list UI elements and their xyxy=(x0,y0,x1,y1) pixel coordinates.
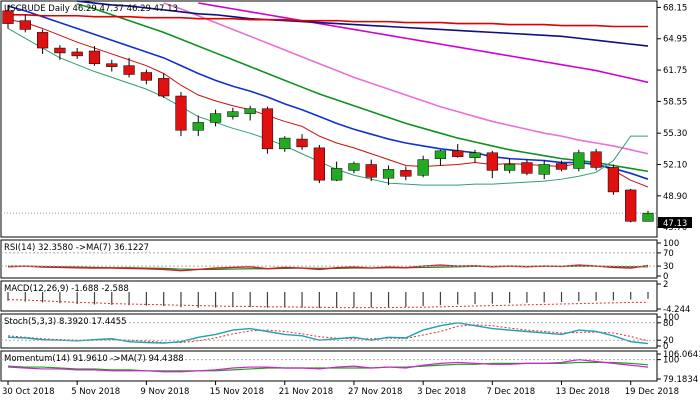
date-label: 30 Oct 2018 xyxy=(2,387,55,397)
rsi-axis-label: 100 xyxy=(663,239,679,249)
candle-bull xyxy=(209,113,222,123)
macd-signal-line xyxy=(7,299,649,309)
momentum-series xyxy=(1,359,657,373)
stoch-series xyxy=(1,322,657,345)
price-axis-label: 58.55 xyxy=(663,97,687,107)
price-axis-label: 48.90 xyxy=(663,192,687,202)
date-label: 15 Nov 2018 xyxy=(210,387,264,397)
candle-bear xyxy=(590,151,602,168)
stoch-k-line xyxy=(7,322,649,345)
candle-bull xyxy=(227,111,239,117)
price-axis-label: 52.10 xyxy=(663,161,687,171)
rsi-axis-label: 30 xyxy=(663,262,674,272)
stoch-axis-label: 80 xyxy=(663,319,674,329)
date-label: 13 Dec 2018 xyxy=(556,387,610,397)
rsi-axis-label: 0 xyxy=(663,272,668,282)
candle-bear xyxy=(313,147,325,181)
candle-bull xyxy=(331,168,343,181)
price-axis-label: 68.15 xyxy=(663,3,687,13)
date-label: 19 Dec 2018 xyxy=(625,387,679,397)
candle-bear xyxy=(123,65,135,75)
candle-bull xyxy=(434,150,447,159)
candle-bull xyxy=(538,164,550,175)
rsi-axis-label: 70 xyxy=(663,249,674,259)
main-series xyxy=(1,0,657,223)
candle-bear xyxy=(296,138,308,148)
stoch-axis-label: 100 xyxy=(663,313,679,323)
candle-bear xyxy=(365,164,377,178)
ma-line-ma_magenta xyxy=(198,2,649,84)
stoch-pane xyxy=(0,313,658,349)
momentum-axis-label: 79.1834 xyxy=(663,375,698,385)
macd-series xyxy=(7,292,649,309)
price-axis-label: 64.95 xyxy=(663,35,687,45)
rsi-header: RSI(14) 32.3580 ->MA(7) 36.1227 xyxy=(4,243,149,253)
ma-line-ma_red_long xyxy=(8,13,648,28)
candle-bull xyxy=(504,164,516,171)
stoch-axis-label: 0 xyxy=(663,342,668,352)
stoch-axis-label: 20 xyxy=(663,336,674,346)
candle-bull xyxy=(469,152,481,158)
candle-bear xyxy=(88,50,101,64)
momentum-pane xyxy=(0,350,658,382)
candle-bull xyxy=(279,137,291,150)
rsi-pane xyxy=(0,239,658,279)
candle-bull xyxy=(642,212,654,222)
date-label: 7 Dec 2018 xyxy=(486,387,535,397)
candle-bear xyxy=(36,32,49,49)
candle-bear xyxy=(158,78,170,97)
candle-bull xyxy=(348,163,360,171)
momentum-axis-label: 100 xyxy=(663,356,679,366)
date-label: 3 Dec 2018 xyxy=(417,387,466,397)
candle-bear xyxy=(521,162,533,174)
candle-bear xyxy=(106,63,118,67)
current-price-label: 47.13 xyxy=(663,219,687,229)
current-price-tag xyxy=(658,217,692,228)
candle-bull xyxy=(244,108,256,114)
candle-bear xyxy=(261,108,274,150)
price-axis-label: 45.70 xyxy=(663,223,687,233)
candle-bear xyxy=(140,72,152,81)
date-label: 9 Nov 2018 xyxy=(140,387,189,397)
price-axis-label: 61.75 xyxy=(663,66,687,76)
candle-bear xyxy=(54,47,66,54)
candle-bear xyxy=(2,10,14,24)
main-header: USCRUDE Daily 46.29 47.37 46.29 47.13 xyxy=(4,4,178,14)
macd-axis-label: 2 xyxy=(663,280,668,290)
candle-bear xyxy=(607,167,620,193)
date-label: 27 Nov 2018 xyxy=(348,387,402,397)
candle-bear xyxy=(19,20,31,30)
ma-line-ma_green xyxy=(76,3,649,173)
candle-bull xyxy=(573,152,585,169)
momentum-line xyxy=(7,359,649,373)
price-axis-label: 55.30 xyxy=(663,129,687,139)
macd-pane xyxy=(0,280,658,312)
macd-header: MACD(12,26,9) -1.688 -2.588 xyxy=(4,284,129,294)
candle-bear xyxy=(486,152,498,171)
candle-bear xyxy=(175,95,187,131)
candle-bear xyxy=(400,170,412,177)
rsi-series xyxy=(1,252,657,272)
candle-bull xyxy=(192,122,204,131)
momentum-header: Momentum(14) 91.9610 ->MA(7) 94.4388 xyxy=(4,354,184,364)
candle-bear xyxy=(71,51,83,57)
momentum-axis-label: 106.0641 xyxy=(663,350,700,360)
candle-bull xyxy=(382,169,395,179)
candle-bear xyxy=(625,189,637,222)
date-label: 21 Nov 2018 xyxy=(279,387,333,397)
candle-bull xyxy=(417,159,429,176)
date-label: 5 Nov 2018 xyxy=(71,387,120,397)
stoch-header: Stoch(5,3,3) 8.3920 17.4455 xyxy=(4,317,127,327)
ma-line-ma_blue xyxy=(7,5,649,180)
ma-line-ma_navy xyxy=(77,0,649,47)
candle-bear xyxy=(452,150,464,157)
macd-axis-label: -4.244 xyxy=(663,305,690,315)
axes: 68.15 64.95 61.75 58.55 55.30 52.10 48.90 45.70… xyxy=(2,3,700,397)
ma-line-ma_teal xyxy=(7,28,648,186)
ma-line-ma_pink xyxy=(163,2,649,155)
stoch-d-line xyxy=(7,324,649,344)
candle-bear xyxy=(555,163,568,170)
